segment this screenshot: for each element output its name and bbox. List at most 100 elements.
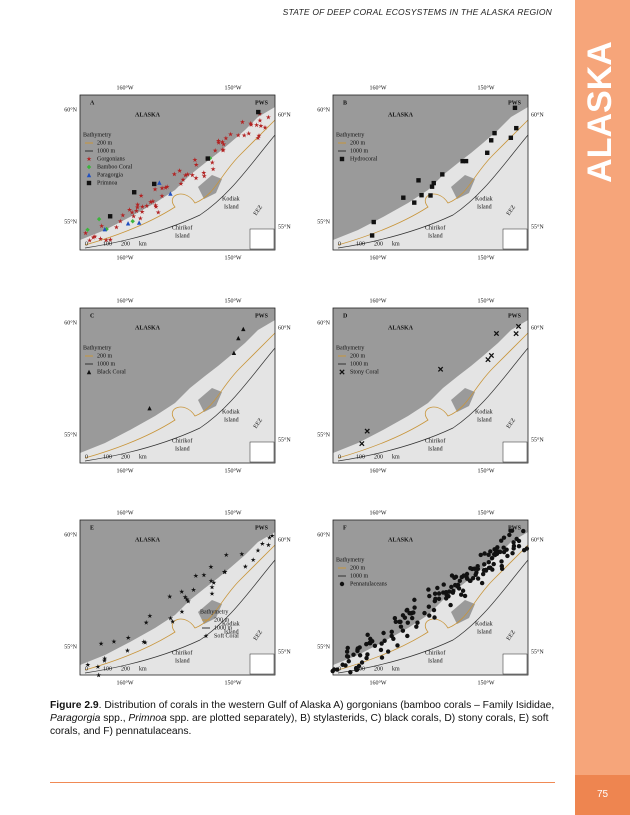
coord-label: 150°W <box>477 679 494 686</box>
scale-label: 0 <box>85 241 88 247</box>
marker <box>184 596 190 602</box>
marker <box>499 538 504 543</box>
marker <box>444 592 449 597</box>
marker <box>193 175 199 181</box>
marker <box>479 580 485 586</box>
chirikof-label: Island <box>175 446 190 452</box>
kodiak-label: Island <box>224 417 239 423</box>
frame <box>332 94 529 251</box>
marker <box>134 204 140 210</box>
marker <box>201 170 207 175</box>
marker <box>142 639 148 645</box>
marker <box>488 352 495 359</box>
side-bar <box>575 0 630 815</box>
scale-label: 200 <box>121 666 130 672</box>
marker <box>511 546 516 551</box>
coord-label: 150°W <box>477 509 494 516</box>
region-label: ALASKA <box>388 325 414 331</box>
contour-1000 <box>84 134 276 249</box>
marker <box>452 575 457 581</box>
marker <box>486 552 491 558</box>
marker <box>451 588 456 594</box>
marker <box>152 181 157 187</box>
contour-200 <box>337 119 529 246</box>
marker <box>153 202 159 208</box>
panel-letter: E <box>90 525 94 531</box>
marker <box>143 620 149 625</box>
marker <box>346 659 351 664</box>
marker <box>372 643 378 648</box>
marker <box>157 180 162 185</box>
marker <box>111 639 117 644</box>
marker <box>96 672 102 678</box>
eez-label: EEZ <box>253 204 264 217</box>
contour-1000 <box>84 559 276 674</box>
marker <box>510 550 515 556</box>
marker <box>339 156 345 162</box>
marker <box>460 158 465 164</box>
frame <box>79 94 276 251</box>
marker <box>493 330 500 337</box>
marker <box>515 323 522 330</box>
legend-label: Bamboo Coral <box>97 164 132 170</box>
marker <box>488 549 493 554</box>
panel-letter: C <box>90 313 94 319</box>
marker <box>401 195 406 200</box>
marker <box>83 230 89 236</box>
marker <box>475 566 481 572</box>
marker <box>485 356 491 363</box>
marker <box>412 605 417 610</box>
coord-label: 55°N <box>278 648 291 655</box>
marker <box>382 638 387 643</box>
marker <box>265 542 271 548</box>
marker <box>512 105 518 111</box>
marker <box>141 639 147 644</box>
coord-label: 160°W <box>369 679 386 686</box>
marker <box>492 130 497 136</box>
marker <box>178 181 184 186</box>
marker <box>136 220 142 225</box>
coord-label: 150°W <box>477 297 494 304</box>
land <box>333 308 528 453</box>
pws-label: PWS <box>255 313 269 319</box>
marker <box>219 139 225 145</box>
marker <box>499 559 504 564</box>
chirikof-label: Chirikof <box>425 649 445 656</box>
marker <box>369 233 375 238</box>
marker <box>139 209 145 214</box>
marker <box>453 582 458 588</box>
marker <box>409 615 415 621</box>
marker <box>359 660 365 665</box>
caption-label: Figure 2.9 <box>50 700 99 711</box>
marker <box>159 193 165 199</box>
coord-label: 55°N <box>64 643 77 650</box>
legend-label: Black Coral <box>97 369 126 375</box>
marker <box>102 655 108 661</box>
scale-label: 100 <box>356 666 365 672</box>
coord-label: 55°N <box>317 643 330 650</box>
marker <box>448 602 453 608</box>
marker <box>102 226 107 232</box>
marker <box>426 604 432 609</box>
scale-label: 200 <box>121 454 130 460</box>
marker <box>87 237 93 243</box>
marker <box>482 562 487 567</box>
footer-rule <box>50 782 555 783</box>
coord-label: 55°N <box>278 436 291 443</box>
legend-label: 1000 m <box>350 573 369 579</box>
caption: Figure 2.9. Distribution of corals in th… <box>50 699 565 738</box>
marker <box>210 166 216 172</box>
marker <box>216 140 222 145</box>
coord-label: 60°N <box>64 319 77 326</box>
coord-label: 160°W <box>116 254 133 261</box>
kodiak <box>198 388 222 412</box>
marker <box>412 597 417 603</box>
marker <box>212 148 218 153</box>
marker <box>265 114 271 120</box>
marker <box>117 218 123 224</box>
coord-label: 150°W <box>477 84 494 91</box>
marker <box>137 215 143 221</box>
coord-label: 160°W <box>116 467 133 474</box>
scale-label: 100 <box>103 454 112 460</box>
marker <box>355 646 361 651</box>
